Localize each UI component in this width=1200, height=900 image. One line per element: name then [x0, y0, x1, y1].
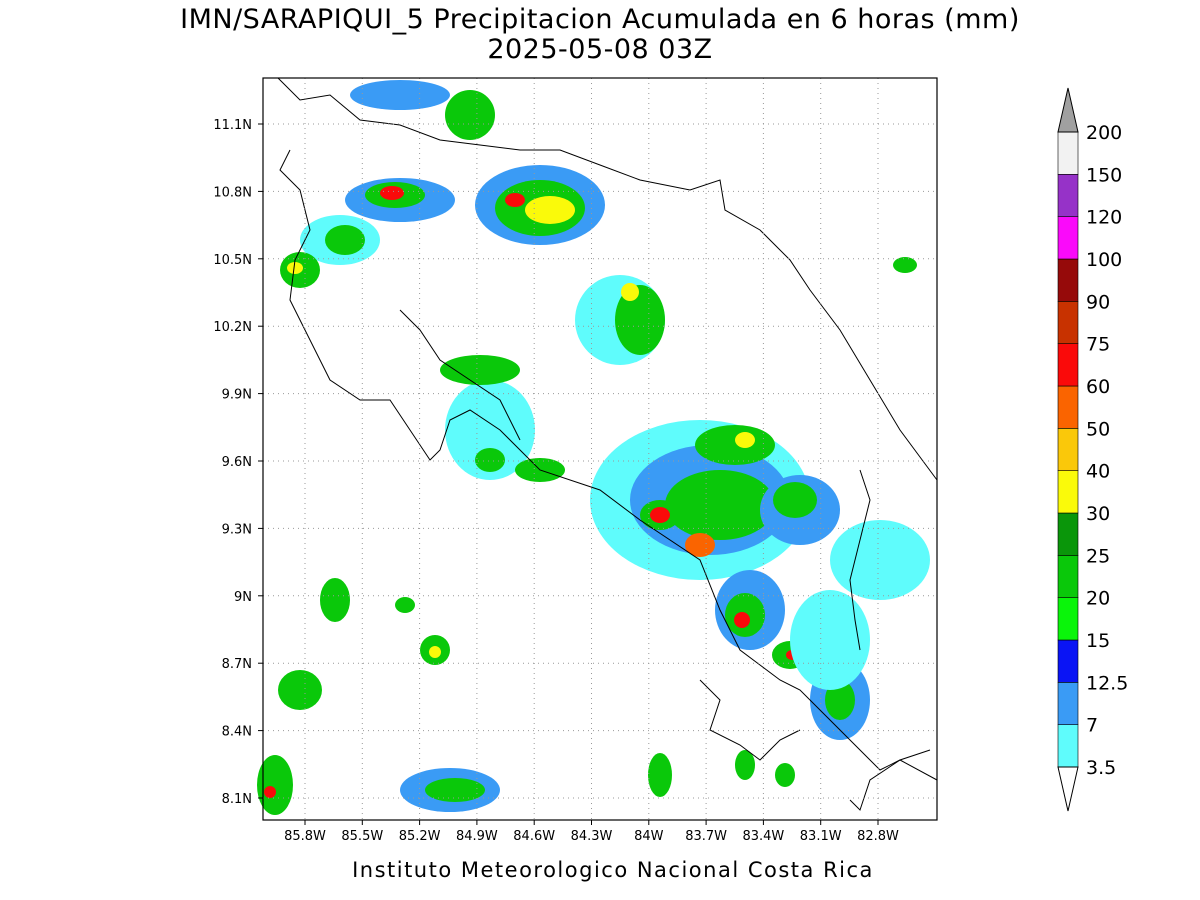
colorbar-bin [1057, 512, 1079, 556]
colorbar-bin [1057, 385, 1079, 429]
colorbar-over [1057, 87, 1079, 133]
title: IMN/SARAPIQUI_5 Precipitacion Acumulada … [180, 4, 1020, 35]
colorbar-bin [1057, 724, 1079, 768]
lon-label: 84.6W [513, 829, 555, 844]
colorbar-label: 3.5 [1086, 757, 1116, 779]
lat-label: 8.1N [222, 792, 252, 807]
lat-label: 10.2N [213, 320, 252, 335]
lon-label: 85.2W [399, 829, 441, 844]
colorbar-bin [1057, 258, 1079, 302]
colorbar-label: 12.5 [1086, 672, 1128, 694]
colorbar-label: 25 [1086, 545, 1110, 567]
colorbar-label: 40 [1086, 461, 1110, 483]
precip-field [257, 80, 930, 815]
colorbar-label: 15 [1086, 630, 1110, 652]
colorbar-bin [1057, 639, 1079, 683]
colorbar-label: 30 [1086, 503, 1110, 525]
colorbar-label: 50 [1086, 418, 1110, 440]
lon-label: 85.5W [341, 829, 383, 844]
colorbar-label: 90 [1086, 291, 1110, 313]
lat-label: 8.4N [222, 725, 252, 740]
colorbar: 3.5 7 12.5 15 20 25 30 40 50 60 75 90 100 120 150 200 [1057, 87, 1128, 812]
subtitle: 2025-05-08 03Z [487, 34, 712, 65]
lon-label: 82.8W [857, 829, 899, 844]
lat-label: 11.1N [213, 118, 252, 133]
lat-label: 9N [234, 590, 252, 605]
map-frame [262, 77, 938, 821]
colorbar-label: 150 [1086, 164, 1122, 186]
colorbar-label: 7 [1086, 715, 1098, 737]
colorbar-label: 120 [1086, 207, 1122, 229]
graticule: 11.1N 10.8N 10.5N 10.2N 9.9N 9.6N 9.3N 9N 8.7N 8.… [213, 78, 937, 844]
colorbar-bin [1057, 131, 1079, 175]
colorbar-bin [1057, 555, 1079, 598]
lon-label: 83.1W [800, 829, 842, 844]
lon-label: 84.3W [571, 829, 613, 844]
colorbar-under [1057, 766, 1079, 812]
lat-label: 9.9N [222, 388, 252, 403]
lon-label: 83.7W [685, 829, 727, 844]
colorbar-label: 60 [1086, 376, 1110, 398]
colorbar-bin [1057, 301, 1079, 344]
colorbar-bin [1057, 216, 1079, 260]
lon-label: 84W [634, 829, 664, 844]
colorbar-label: 100 [1086, 249, 1122, 271]
lon-label: 83.4W [742, 829, 784, 844]
lat-label: 8.7N [222, 657, 252, 672]
lat-label: 10.5N [213, 253, 252, 268]
footer: Instituto Meteorologico Nacional Costa R… [352, 858, 874, 882]
colorbar-label: 75 [1086, 334, 1110, 356]
colorbar-label: 20 [1086, 588, 1110, 610]
lon-label: 84.9W [456, 829, 498, 844]
colorbar-bin [1057, 174, 1079, 217]
colorbar-label: 200 [1086, 122, 1122, 144]
colorbar-bin [1057, 470, 1079, 514]
lat-label: 10.8N [213, 185, 252, 200]
lat-label: 9.6N [222, 455, 252, 470]
colorbar-bin [1057, 597, 1079, 641]
colorbar-bin [1057, 343, 1079, 387]
colorbar-bin [1057, 428, 1079, 471]
coastline [277, 77, 938, 811]
colorbar-bin [1057, 682, 1079, 725]
lat-label: 9.3N [222, 522, 252, 537]
lon-label: 85.8W [284, 829, 326, 844]
